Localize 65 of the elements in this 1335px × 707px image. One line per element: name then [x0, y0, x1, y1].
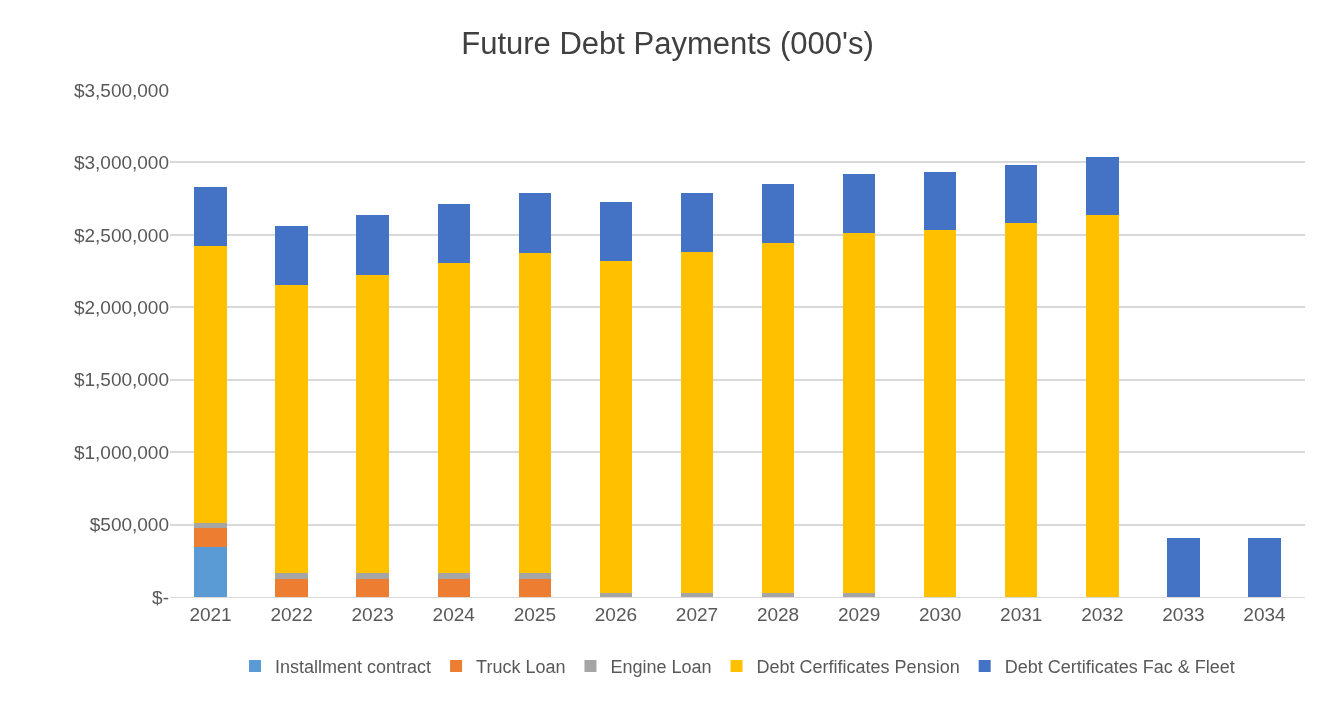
bar: [923, 172, 957, 231]
bar: [275, 285, 308, 573]
bar: [356, 215, 389, 275]
x-tick-label: 2034: [1243, 603, 1287, 625]
bar: [761, 184, 795, 243]
bar: [680, 192, 714, 252]
y-tick-label: $3,500,000: [73, 79, 169, 101]
bar: [194, 187, 227, 246]
x-tick-label: 2023: [351, 603, 394, 625]
legend-label: Engine Loan: [610, 656, 712, 677]
legend-label: Debt Certificates Fac & Fleet: [1004, 656, 1235, 677]
y-tick-label: $-: [152, 586, 169, 608]
bar: [194, 527, 227, 547]
x-tick-label: 2022: [270, 603, 313, 625]
bar: [356, 274, 389, 573]
x-tick-label: 2033: [1162, 603, 1205, 625]
x-tick-label: 2025: [513, 603, 556, 625]
legend-label: Truck Loan: [476, 656, 566, 677]
x-tick-label: 2029: [837, 603, 881, 625]
x-tick-label: 2030: [919, 603, 962, 625]
y-tick-label: $1,500,000: [73, 369, 169, 391]
bar: [518, 572, 552, 579]
x-tick-label: 2024: [432, 603, 476, 625]
bar: [761, 242, 795, 593]
y-tick-label: $3,000,000: [73, 152, 169, 174]
bar: [680, 251, 714, 593]
legend-label: Installment contract: [275, 656, 432, 677]
bar: [437, 572, 470, 579]
x-tick-label: 2028: [756, 603, 800, 625]
bar: [1167, 538, 1200, 597]
y-tick-label: $2,500,000: [73, 224, 169, 246]
x-tick-label: 2031: [1000, 603, 1043, 625]
bar: [437, 578, 470, 597]
bar: [437, 203, 470, 263]
bar: [275, 226, 308, 286]
bar: [1086, 157, 1119, 216]
bar: [356, 578, 389, 597]
x-tick-label: 2032: [1081, 603, 1124, 625]
bar: [599, 201, 633, 261]
x-tick-label: 2026: [594, 603, 638, 625]
bar: [1248, 538, 1281, 597]
bar: [1005, 223, 1038, 597]
bar: [518, 578, 552, 597]
bar: [923, 230, 957, 597]
bar: [437, 262, 470, 573]
bar: [842, 174, 876, 233]
bar: [194, 522, 227, 528]
y-tick-label: $1,000,000: [73, 441, 169, 463]
bar: [194, 546, 227, 597]
legend-label: Debt Cerfificates Pension: [756, 656, 960, 677]
bar: [275, 578, 308, 597]
bar: [518, 193, 552, 253]
bar: [275, 572, 308, 579]
bar: [1005, 165, 1038, 224]
x-tick-label: 2021: [189, 603, 232, 625]
y-tick-label: $500,000: [89, 514, 169, 536]
bar: [1086, 215, 1119, 597]
bar: [842, 232, 876, 593]
bar: [356, 572, 389, 579]
x-tick-label: 2027: [675, 603, 719, 625]
chart-title: Future Debt Payments (000's): [461, 25, 874, 61]
y-tick-label: $2,000,000: [73, 296, 169, 318]
bar: [518, 252, 552, 573]
bar: [599, 260, 633, 593]
bar: [194, 245, 227, 523]
